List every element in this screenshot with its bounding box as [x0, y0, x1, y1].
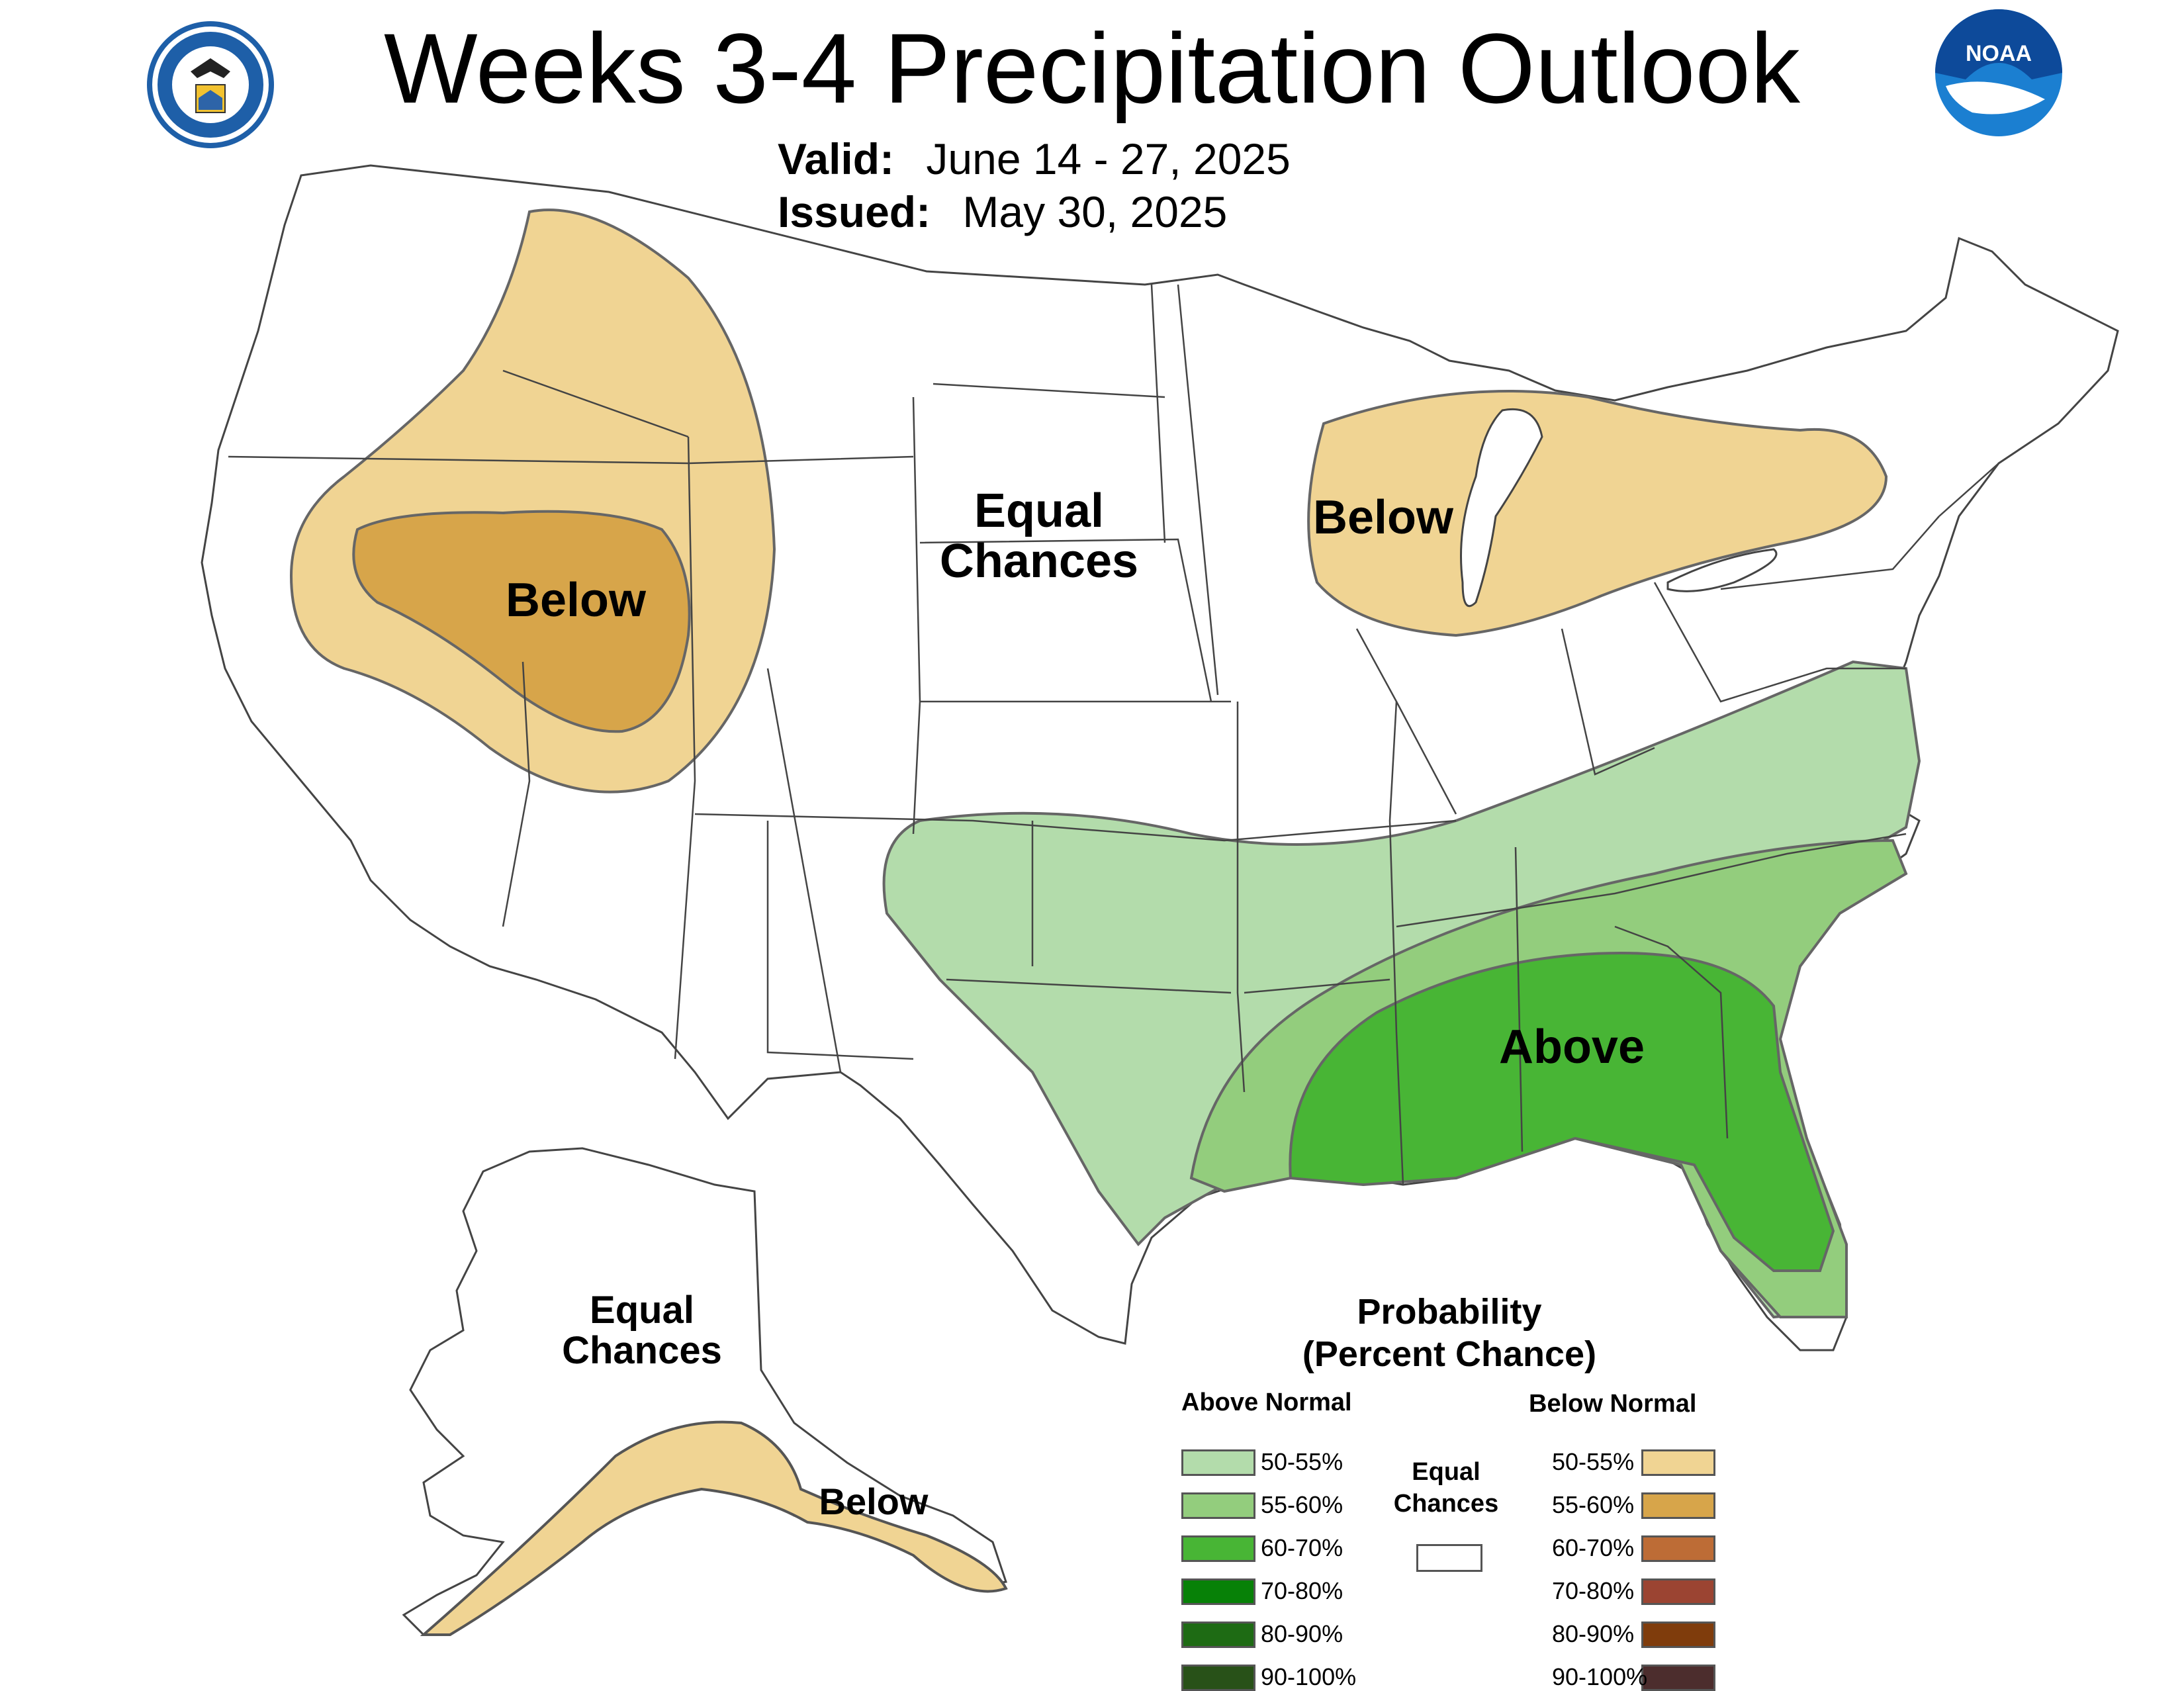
legend-below-label: 90-100%	[1552, 1663, 1648, 1690]
legend-above-label: 60-70%	[1261, 1534, 1343, 1561]
legend-equal-chances: Equal Chances	[1387, 1456, 1506, 1520]
legend-above-label: 90-100%	[1261, 1663, 1357, 1690]
lake-michigan	[1460, 408, 1543, 608]
issued-row: Issued: May 30, 2025	[778, 185, 1291, 238]
legend-above-swatch	[1181, 1578, 1255, 1605]
southeast-above-label: Above	[1498, 1021, 1645, 1074]
lake-erie	[1666, 548, 1778, 592]
below-west-55-60-region	[352, 510, 691, 733]
legend-below-swatch	[1641, 1665, 1715, 1691]
legend-equal-swatch	[1416, 1544, 1482, 1572]
svg-text:NOAA: NOAA	[1966, 41, 2032, 66]
valid-value: June 14 - 27, 2025	[926, 134, 1291, 183]
validity-block: Valid: June 14 - 27, 2025 Issued: May 30…	[778, 132, 1291, 238]
central-equal-line2: Chances	[939, 534, 1139, 588]
legend-equal-line2: Chances	[1393, 1490, 1499, 1518]
legend-below-swatch	[1641, 1449, 1715, 1476]
issued-value: May 30, 2025	[962, 187, 1228, 236]
legend-above-label: 70-80%	[1261, 1577, 1343, 1604]
legend-below-label: 55-60%	[1552, 1491, 1635, 1518]
central-equal-line1: Equal	[974, 484, 1105, 537]
alaska-outline	[402, 1147, 1007, 1636]
below-alaska-region	[420, 1420, 1008, 1636]
legend-below-header: Below Normal	[1529, 1390, 1697, 1418]
legend-equal-line1: Equal	[1412, 1458, 1480, 1486]
noaa-logo-icon: NOAA	[1935, 9, 2062, 136]
alaska-equal-line1: Equal	[590, 1289, 694, 1332]
legend-above-swatch	[1181, 1449, 1255, 1476]
alaska-below-label: Below	[819, 1481, 929, 1522]
legend-title: Probability (Percent Chance)	[1277, 1291, 1621, 1375]
legend-above-label: 55-60%	[1261, 1491, 1343, 1518]
legend-title-line1: Probability	[1357, 1292, 1542, 1332]
legend-below-swatch	[1641, 1535, 1715, 1562]
state-boundaries	[228, 284, 1999, 1185]
legend-above-swatch	[1181, 1622, 1255, 1648]
legend-above-header: Above Normal	[1181, 1389, 1352, 1416]
legend-above-swatch	[1181, 1535, 1255, 1562]
valid-label: Valid:	[778, 134, 895, 183]
valid-row: Valid: June 14 - 27, 2025	[778, 132, 1291, 185]
legend-below-label: 60-70%	[1552, 1534, 1635, 1561]
greatlakes-below-label: Below	[1312, 491, 1454, 544]
legend-below-label: 70-80%	[1552, 1577, 1635, 1604]
above-60-70-region	[1289, 951, 1835, 1272]
alaska-equal-label: Equal Chances	[543, 1289, 741, 1372]
legend-below-swatch	[1641, 1492, 1715, 1519]
legend-above-label: 80-90%	[1261, 1620, 1343, 1647]
legend-above-swatch	[1181, 1492, 1255, 1519]
legend-title-line2: (Percent Chance)	[1302, 1334, 1597, 1374]
issued-label: Issued:	[778, 187, 931, 236]
west-below-label: Below	[505, 574, 647, 627]
legend-below-label: 80-90%	[1552, 1620, 1635, 1647]
central-equal-label: Equal Chances	[913, 486, 1165, 586]
legend-below-swatch	[1641, 1578, 1715, 1605]
legend-above-swatch	[1181, 1665, 1255, 1691]
commerce-seal-icon	[147, 21, 274, 148]
below-greatlakes-region	[1307, 390, 1888, 637]
alaska-equal-line2: Chances	[562, 1328, 722, 1372]
legend-below-label: 50-55%	[1552, 1448, 1635, 1475]
legend-above-label: 50-55%	[1261, 1448, 1343, 1475]
legend-below-swatch	[1641, 1622, 1715, 1648]
page-title: Weeks 3-4 Precipitation Outlook	[384, 13, 1800, 124]
